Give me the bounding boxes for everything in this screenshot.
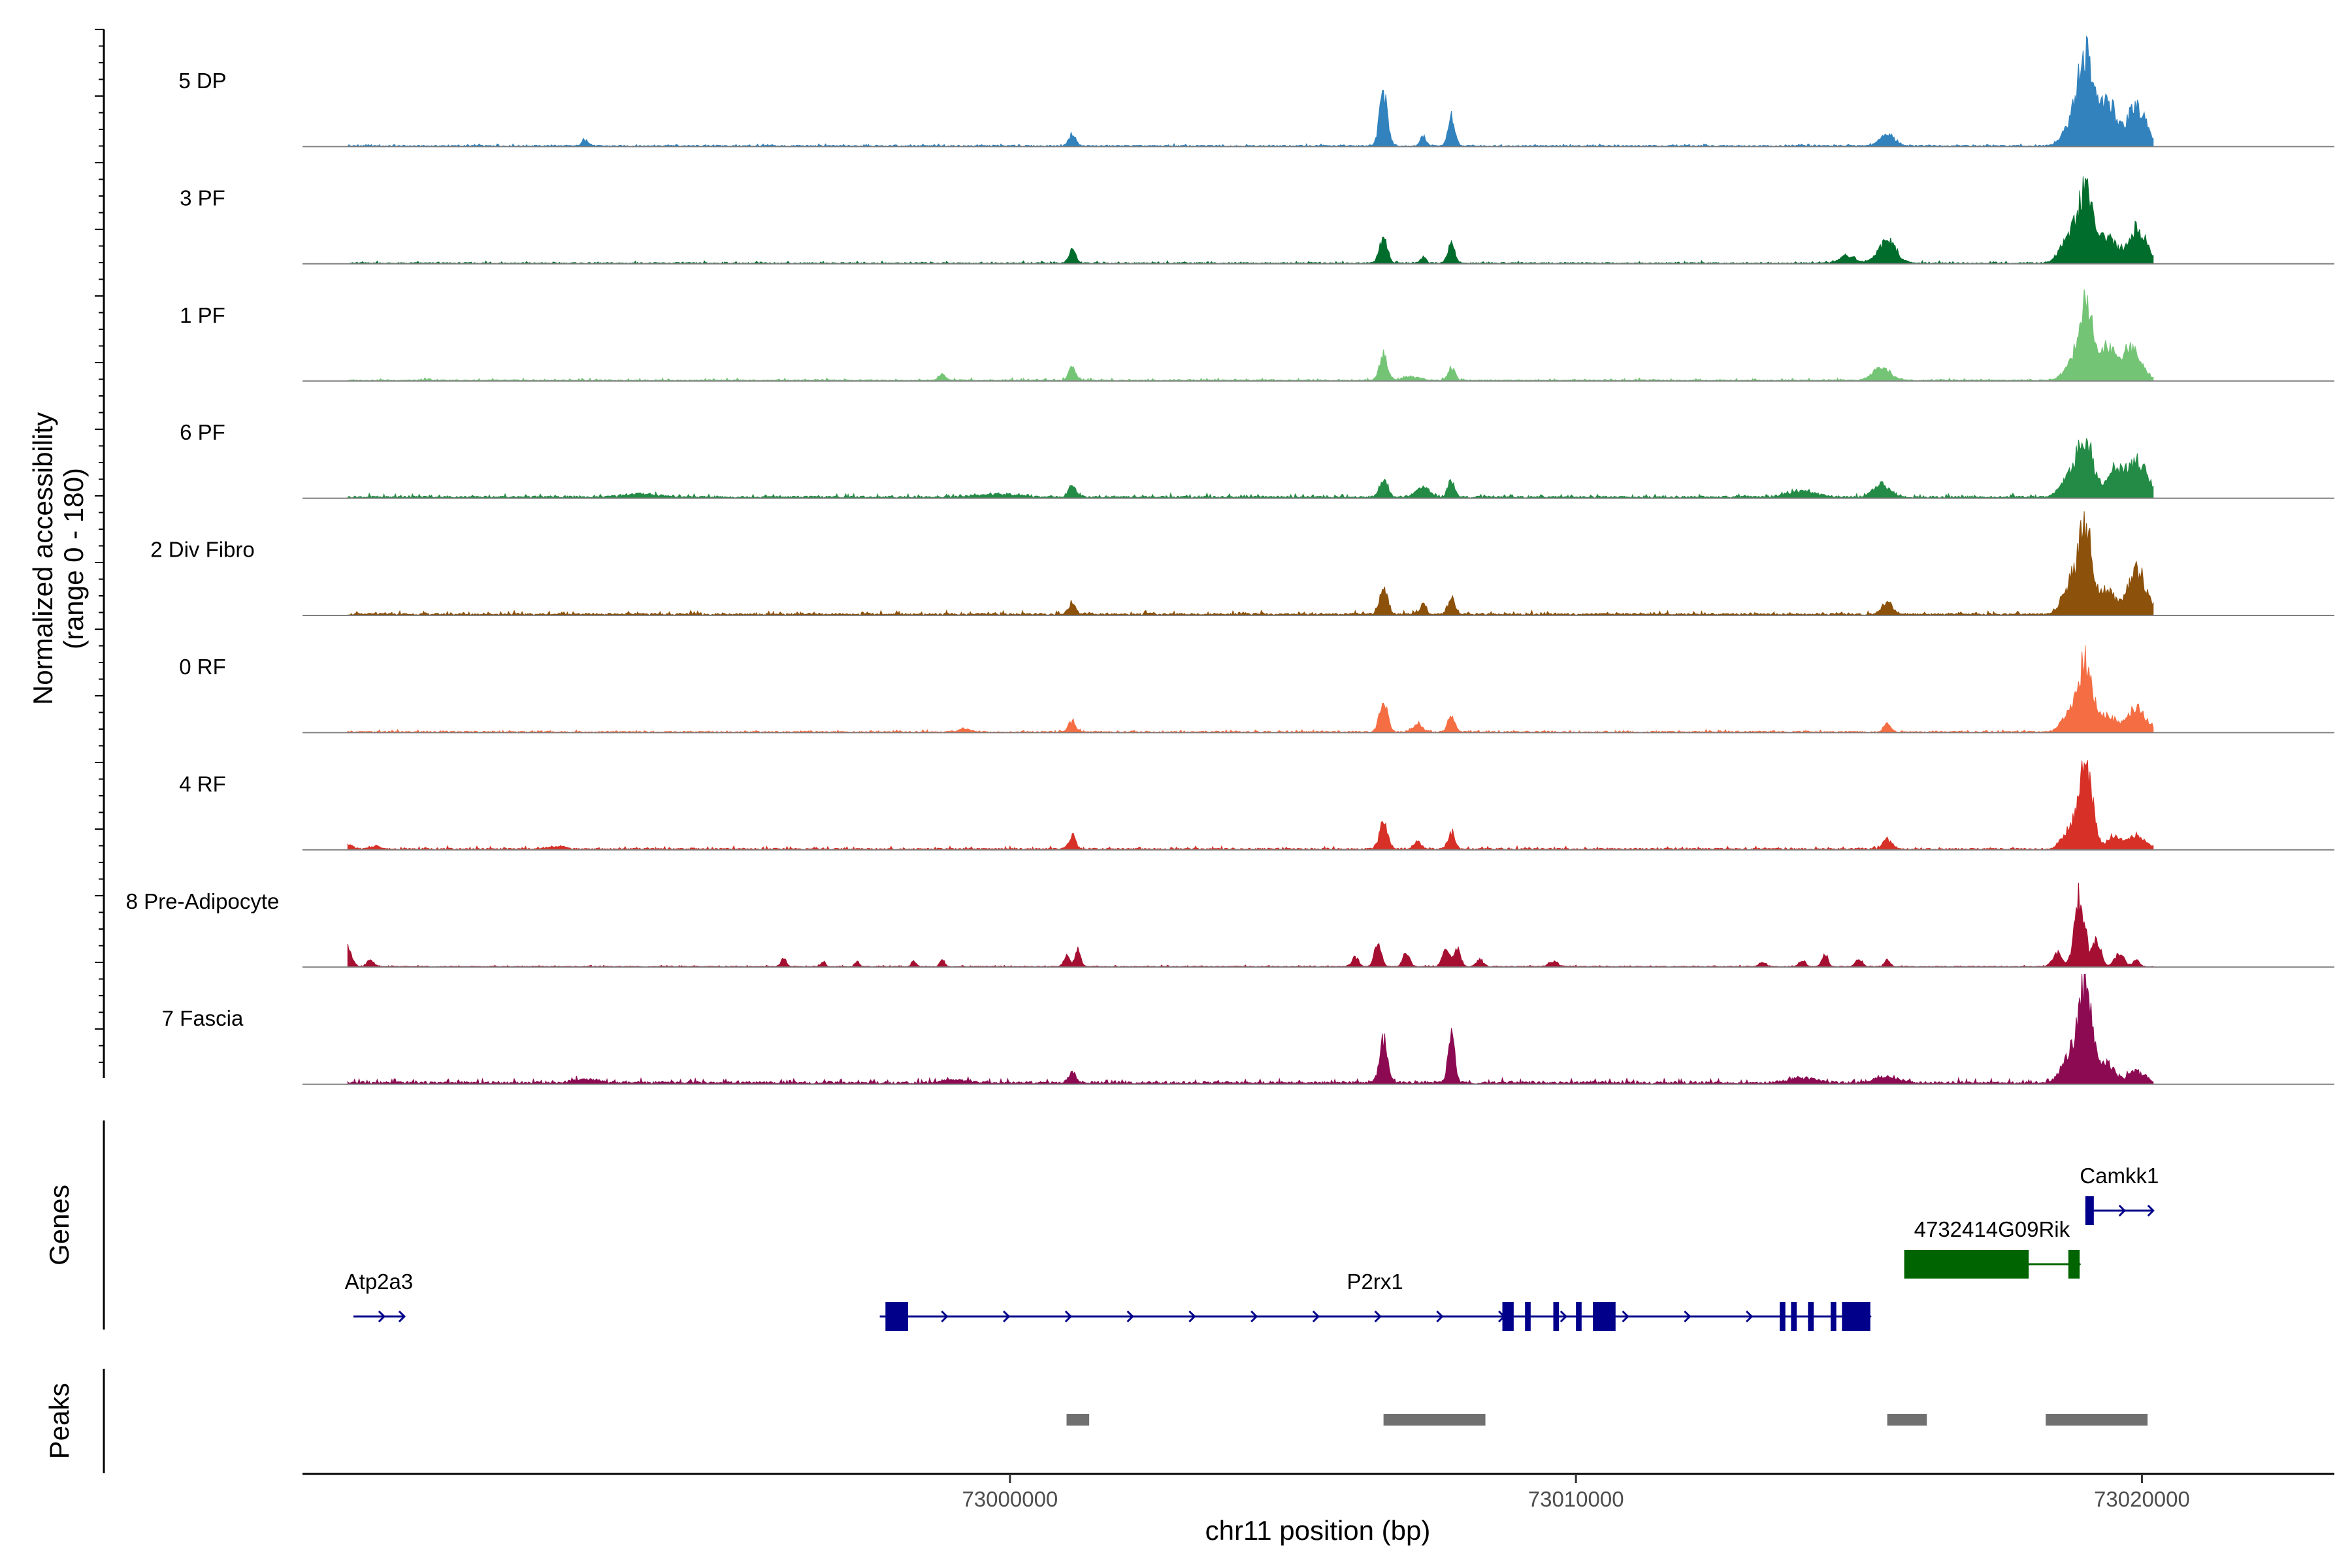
gene-exon (885, 1302, 908, 1331)
strand-arrow (1374, 1310, 1382, 1323)
accessibility-axis-ticks (95, 29, 104, 1063)
gene-camkk1: Camkk1 (2080, 1164, 2159, 1225)
gene-exon (1593, 1302, 1616, 1331)
strand-arrow (1312, 1310, 1320, 1323)
track-2-div-fibro: 2 Div Fibro (150, 511, 2334, 616)
track-label: 5 DP (178, 69, 226, 93)
gene-exon (2085, 1196, 2094, 1225)
track-1-pf: 1 PF (180, 289, 2334, 382)
strand-arrow (1126, 1310, 1134, 1323)
accessibility-area (347, 760, 2154, 851)
accessibility-area (347, 289, 2154, 382)
accessibility-tracks: 5 DP 3 PF 1 PF 6 PF 2 Div Fibro 0 RF 4 RF 8 Pre… (126, 35, 2334, 1085)
x-axis-title: chr11 position (bp) (1205, 1515, 1431, 1546)
x-tick-label: 73010000 (1528, 1487, 1624, 1511)
track-6-pf: 6 PF (180, 420, 2334, 499)
strand-arrow (2147, 1204, 2155, 1217)
gene-label: P2rx1 (1347, 1269, 1403, 1294)
track-label: 6 PF (180, 420, 225, 444)
strand-arrow (1003, 1310, 1011, 1323)
gene-label: 4732414G09Rik (1914, 1217, 2070, 1241)
peak-region (1383, 1414, 1486, 1426)
track-0-rf: 0 RF (179, 645, 2334, 734)
accessibility-area (347, 973, 2154, 1085)
gene-exon (1791, 1302, 1797, 1331)
accessibility-area (347, 511, 2154, 616)
accessibility-area (347, 645, 2154, 734)
x-tick-label: 73000000 (962, 1487, 1058, 1511)
gene-exon (1553, 1302, 1560, 1331)
strand-arrow (1560, 1310, 1568, 1323)
gene-label: Atp2a3 (345, 1269, 414, 1294)
y-axis-title-line2: (range 0 - 180) (58, 468, 89, 649)
gene-exon (1502, 1302, 1514, 1331)
strand-arrow (2118, 1204, 2126, 1217)
accessibility-area (347, 438, 2154, 499)
strand-arrow (941, 1310, 949, 1323)
track-label: 2 Div Fibro (150, 538, 255, 562)
genes-panel-title: Genes (44, 1184, 74, 1266)
track-5-dp: 5 DP (178, 35, 2334, 148)
track-4-rf: 4 RF (179, 760, 2334, 851)
track-label: 3 PF (180, 186, 225, 210)
gene-exon (1525, 1302, 1531, 1331)
strand-arrow (1250, 1310, 1258, 1323)
strand-arrow (398, 1310, 406, 1323)
strand-arrow (1746, 1310, 1754, 1323)
strand-arrow (378, 1310, 386, 1323)
gene-4732414g09rik: 4732414G09Rik (1904, 1217, 2082, 1279)
gene-exon (1808, 1302, 1814, 1331)
y-axis-title-line1: Normalized accessibility (27, 412, 58, 705)
strand-arrow (1436, 1310, 1444, 1323)
x-tick-label: 73020000 (2094, 1487, 2190, 1511)
accessibility-area (347, 176, 2154, 265)
gene-exon (1842, 1302, 1870, 1331)
track-label: 8 Pre-Adipocyte (126, 889, 280, 913)
gene-exon (1904, 1250, 2029, 1279)
gene-exon (1576, 1302, 1582, 1331)
peak-region (1887, 1414, 1927, 1426)
gene-exon (1830, 1302, 1837, 1331)
track-3-pf: 3 PF (180, 176, 2334, 265)
peak-region (2046, 1414, 2148, 1426)
strand-arrow (1188, 1310, 1196, 1323)
track-label: 1 PF (180, 303, 225, 327)
accessibility-area (347, 883, 2154, 968)
gene-atp2a3: Atp2a3 (345, 1269, 414, 1323)
x-axis-ticks: 73000000 73010000 73020000 (962, 1474, 2190, 1511)
accessibility-area (347, 35, 2154, 147)
gene-exon (1780, 1302, 1786, 1331)
track-label: 7 Fascia (162, 1006, 244, 1030)
track-label: 4 RF (179, 772, 226, 796)
track-label: 0 RF (179, 655, 226, 679)
gene-label: Camkk1 (2080, 1164, 2159, 1188)
genes-panel: Atp2a3 P2rx1 4732414G09Rik Camkk1 (345, 1164, 2159, 1331)
peaks-panel (1066, 1414, 2148, 1426)
gene-exon (2068, 1250, 2080, 1279)
track-7-fascia: 7 Fascia (162, 973, 2334, 1085)
peaks-panel-title: Peaks (44, 1383, 74, 1460)
strand-arrow (1622, 1310, 1629, 1323)
gene-p2rx1: P2rx1 (879, 1269, 1872, 1331)
strand-arrow (1684, 1310, 1691, 1323)
strand-arrow (1064, 1310, 1072, 1323)
peak-region (1066, 1414, 1090, 1426)
track-8-pre-adipocyte: 8 Pre-Adipocyte (126, 883, 2334, 968)
